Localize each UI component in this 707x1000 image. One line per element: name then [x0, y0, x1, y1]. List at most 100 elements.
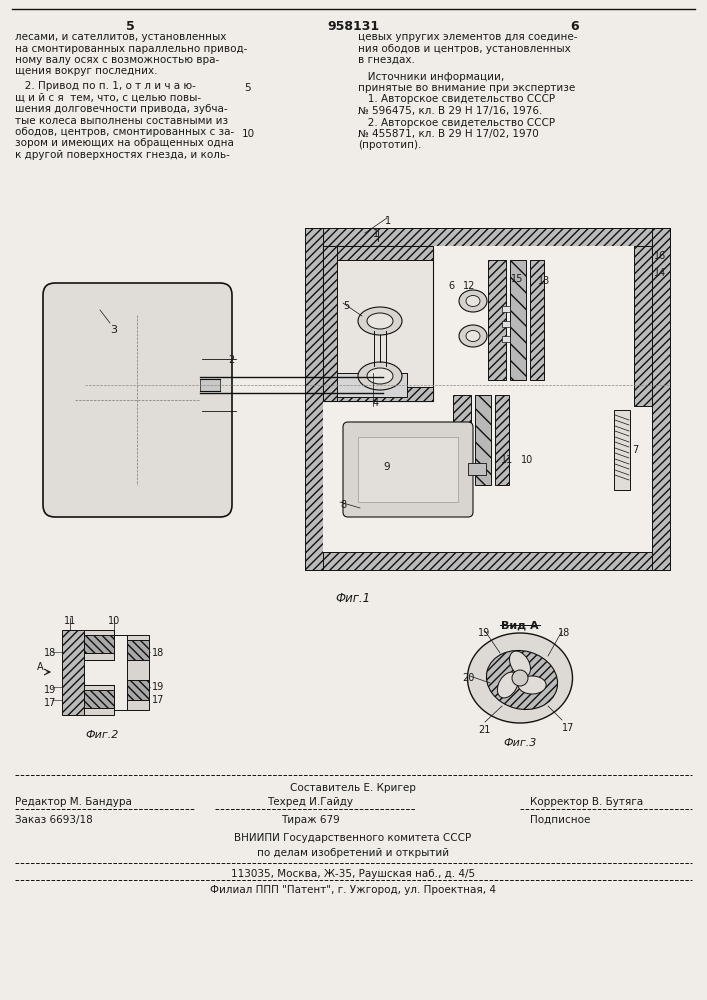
Bar [502, 336, 510, 342]
Bar [84, 690, 114, 708]
Bar [84, 630, 114, 660]
Text: Корректор В. Бутяга: Корректор В. Бутяга [530, 797, 643, 807]
Text: на смонтированных параллельно привод-: на смонтированных параллельно привод- [15, 43, 247, 53]
Text: 20: 20 [462, 673, 474, 683]
Circle shape [512, 670, 528, 686]
Text: 11: 11 [64, 616, 76, 626]
Text: щения вокруг последних.: щения вокруг последних. [15, 66, 158, 77]
Text: 6: 6 [571, 20, 579, 33]
Bar [468, 463, 486, 475]
Text: зором и имеющих на обращенных одна: зором и имеющих на обращенных одна [15, 138, 234, 148]
Ellipse shape [367, 368, 393, 384]
Bar [84, 635, 114, 653]
Text: 10: 10 [108, 616, 120, 626]
Bar [62, 630, 84, 715]
Text: 8: 8 [340, 500, 346, 510]
Bar [305, 228, 670, 246]
Ellipse shape [498, 672, 518, 698]
Text: (прототип).: (прототип). [358, 140, 421, 150]
Bar [358, 437, 458, 502]
Ellipse shape [466, 296, 480, 306]
Text: Источники информации,: Источники информации, [358, 72, 504, 82]
Bar [495, 395, 509, 485]
Ellipse shape [467, 633, 573, 723]
Text: 9: 9 [383, 462, 390, 472]
Text: 2. Привод по п. 1, о т л и ч а ю-: 2. Привод по п. 1, о т л и ч а ю- [15, 81, 196, 91]
Text: 18: 18 [152, 648, 164, 658]
Text: 113035, Москва, Ж-35, Раушская наб., д. 4/5: 113035, Москва, Ж-35, Раушская наб., д. … [231, 869, 475, 879]
Text: щ и й с я  тем, что, с целью повы-: щ и й с я тем, что, с целью повы- [15, 93, 201, 103]
Text: ВНИИПИ Государственного комитета СССР: ВНИИПИ Государственного комитета СССР [235, 833, 472, 843]
Text: лесами, и сателлитов, установленных: лесами, и сателлитов, установленных [15, 32, 226, 42]
Text: в гнездах.: в гнездах. [358, 55, 415, 65]
Ellipse shape [367, 313, 393, 329]
Bar [84, 685, 114, 715]
Text: № 596475, кл. В 29 Н 17/16, 1976.: № 596475, кл. В 29 Н 17/16, 1976. [358, 106, 542, 116]
Bar [652, 228, 670, 570]
Text: 1: 1 [385, 216, 391, 226]
Text: 1. Авторское свидетельство СССР: 1. Авторское свидетельство СССР [358, 95, 555, 104]
Bar [305, 552, 670, 570]
Text: 5: 5 [126, 20, 134, 33]
Bar [475, 395, 491, 485]
Text: 3: 3 [110, 325, 117, 335]
Text: 4: 4 [373, 398, 379, 408]
Text: 13: 13 [538, 276, 550, 286]
Bar [323, 246, 433, 401]
Bar [488, 260, 506, 380]
Text: Фиг.1: Фиг.1 [335, 592, 370, 605]
Text: 10: 10 [241, 129, 255, 139]
Text: 10: 10 [521, 455, 533, 465]
FancyBboxPatch shape [343, 422, 473, 517]
Text: 2. Авторское свидетельство СССР: 2. Авторское свидетельство СССР [358, 117, 555, 127]
Bar [218, 365, 226, 407]
Bar [127, 635, 149, 710]
Text: Тираж 679: Тираж 679 [281, 815, 339, 825]
Text: 5: 5 [245, 83, 251, 93]
Text: Фиг.2: Фиг.2 [86, 730, 119, 740]
Text: 17: 17 [562, 723, 574, 733]
Text: 1: 1 [373, 229, 379, 239]
Text: 6: 6 [448, 281, 454, 291]
Bar [502, 321, 510, 327]
Bar [634, 246, 652, 406]
Text: ния ободов и центров, установленных: ния ободов и центров, установленных [358, 43, 571, 53]
Bar [453, 395, 471, 485]
Text: 21: 21 [478, 725, 491, 735]
Bar [530, 260, 544, 380]
Text: 14: 14 [654, 268, 666, 278]
Text: 958131: 958131 [327, 20, 379, 33]
Ellipse shape [358, 362, 402, 390]
Text: по делам изобретений и открытий: по делам изобретений и открытий [257, 848, 449, 858]
Ellipse shape [518, 676, 546, 694]
Text: Филиал ППП "Патент", г. Ужгород, ул. Проектная, 4: Филиал ППП "Патент", г. Ужгород, ул. Про… [210, 885, 496, 895]
Text: принятые во внимание при экспертизе: принятые во внимание при экспертизе [358, 83, 575, 93]
FancyBboxPatch shape [43, 283, 232, 517]
Bar [343, 377, 398, 393]
Text: цевых упругих элементов для соедине-: цевых упругих элементов для соедине- [358, 32, 578, 42]
Text: шения долговечности привода, зубча-: шения долговечности привода, зубча- [15, 104, 228, 114]
Bar [305, 228, 323, 570]
Text: Фиг.3: Фиг.3 [503, 738, 537, 748]
Text: 7: 7 [632, 445, 638, 455]
Text: 5: 5 [343, 301, 349, 311]
Bar [127, 640, 149, 660]
Text: А: А [37, 662, 43, 672]
Text: ободов, центров, смонтированных с за-: ободов, центров, смонтированных с за- [15, 127, 234, 137]
Text: Вид А: Вид А [501, 620, 539, 630]
Text: 15: 15 [511, 274, 523, 284]
Text: 2: 2 [228, 355, 234, 365]
Bar [323, 246, 337, 401]
Text: Редактор М. Бандура: Редактор М. Бандура [15, 797, 132, 807]
Text: ному валу осях с возможностью вра-: ному валу осях с возможностью вра- [15, 55, 219, 65]
Text: Подписное: Подписное [530, 815, 590, 825]
Text: 17: 17 [152, 695, 164, 705]
Bar [502, 306, 510, 312]
Bar [127, 680, 149, 700]
Text: 12: 12 [463, 281, 475, 291]
Bar [202, 359, 218, 413]
Ellipse shape [466, 330, 480, 342]
Text: 11: 11 [501, 455, 513, 465]
Text: 19: 19 [152, 682, 164, 692]
Text: Техред И.Гайду: Техред И.Гайду [267, 797, 353, 807]
